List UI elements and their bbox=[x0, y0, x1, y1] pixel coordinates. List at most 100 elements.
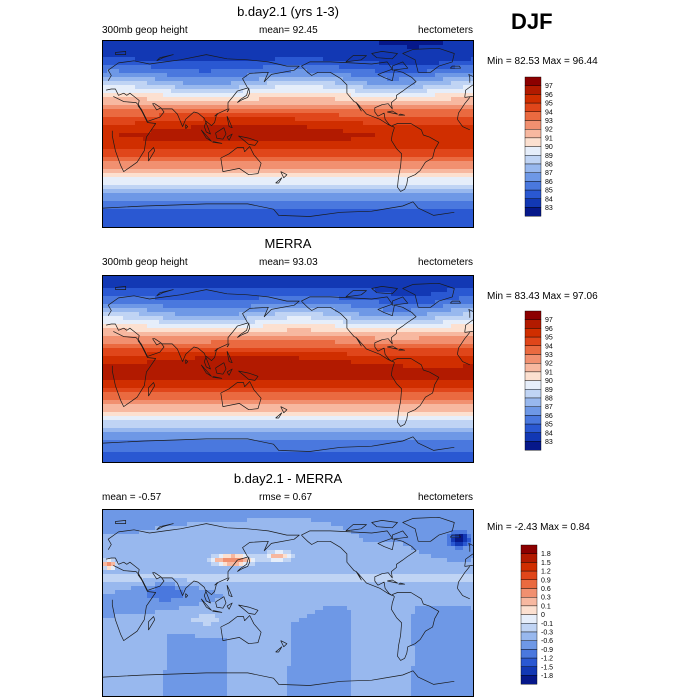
colorbar-swatch bbox=[524, 163, 542, 173]
colorbar-swatch bbox=[520, 544, 538, 554]
colorbar-swatch bbox=[520, 553, 538, 563]
colorbar-tick-label: 0.9 bbox=[541, 577, 551, 584]
colorbar-tick-label: 1.8 bbox=[541, 551, 551, 558]
colorbar-swatch bbox=[524, 189, 542, 199]
coastlines bbox=[103, 516, 473, 686]
colorbar-tick-label: 96 bbox=[545, 92, 553, 99]
colorbar-tick-label: 96 bbox=[545, 326, 553, 333]
colorbar-tick-label: -0.6 bbox=[541, 638, 553, 645]
colorbar-swatch bbox=[520, 614, 538, 624]
colorbar-tick-label: 97 bbox=[545, 317, 553, 324]
panel-diff-units-label: hectometers bbox=[418, 492, 474, 503]
colorbar-tick-label: 87 bbox=[545, 170, 553, 177]
colorbar-swatch bbox=[524, 181, 542, 191]
colorbar-tick-label: -1.5 bbox=[541, 664, 553, 671]
panel-model-title: b.day2.1 (yrs 1-3) bbox=[237, 4, 339, 19]
colorbar-swatch bbox=[524, 389, 542, 399]
colorbar-swatch bbox=[520, 657, 538, 667]
colorbar-tick-label: -0.3 bbox=[541, 630, 553, 637]
panel-model-colorbar: 97 96 95 94 93 92 91 90 89 88 87 86 85 84 83 bbox=[524, 76, 564, 227]
colorbar-tick-label: 95 bbox=[545, 335, 553, 342]
colorbar-tick-label: -1.2 bbox=[541, 656, 553, 663]
field-cells bbox=[103, 276, 473, 462]
panel-obs-mean-label: mean= 93.03 bbox=[259, 257, 318, 268]
colorbar-swatch bbox=[524, 406, 542, 416]
colorbar-tick-label: 94 bbox=[545, 109, 553, 116]
panel-model-units-label: hectometers bbox=[418, 25, 474, 36]
colorbar-tick-label: 83 bbox=[545, 439, 553, 446]
panel-diff-minmax: Min = -2.43 Max = 0.84 bbox=[487, 522, 590, 533]
colorbar-tick-label: 85 bbox=[545, 422, 553, 429]
colorbar-swatch bbox=[524, 319, 542, 329]
colorbar-swatch bbox=[520, 631, 538, 641]
colorbar-swatch bbox=[524, 441, 542, 451]
colorbar-tick-label: 0.3 bbox=[541, 595, 551, 602]
colorbar-tick-label: 92 bbox=[545, 361, 553, 368]
colorbar-swatch bbox=[524, 155, 542, 165]
panel-model-mean-label: mean= 92.45 bbox=[259, 25, 318, 36]
colorbar-swatch bbox=[524, 172, 542, 182]
colorbar-swatch bbox=[524, 380, 542, 390]
colorbar-swatch bbox=[520, 570, 538, 581]
colorbar-tick-label: 86 bbox=[545, 179, 553, 186]
colorbar-tick-label: 93 bbox=[545, 352, 553, 359]
panel-obs-colorbar: 97 96 95 94 93 92 91 90 89 88 87 86 85 84 83 bbox=[524, 310, 564, 461]
colorbar-swatch bbox=[520, 666, 538, 676]
season-label: DJF bbox=[511, 9, 553, 34]
colorbar-tick-label: -0.1 bbox=[541, 621, 553, 628]
colorbar-tick-label: 85 bbox=[545, 188, 553, 195]
colorbar-swatch bbox=[524, 336, 542, 347]
colorbar-tick-label: 1.5 bbox=[541, 560, 551, 567]
colorbar-swatch bbox=[524, 137, 542, 147]
colorbar-swatch bbox=[520, 605, 538, 615]
colorbar-tick-label: 93 bbox=[545, 118, 553, 125]
colorbar-tick-label: 0.6 bbox=[541, 586, 551, 593]
panel-diff-title: b.day2.1 - MERRA bbox=[233, 471, 343, 486]
field-cells bbox=[103, 41, 473, 227]
panel-obs-minmax: Min = 83.43 Max = 97.06 bbox=[487, 291, 598, 302]
colorbar-swatch bbox=[520, 649, 538, 659]
panel-obs-map bbox=[102, 275, 474, 463]
panel-model-minmax: Min = 82.53 Max = 96.44 bbox=[487, 56, 598, 67]
field-cells bbox=[103, 510, 473, 696]
colorbar-swatch bbox=[524, 207, 542, 217]
colorbar-tick-label: 1.2 bbox=[541, 569, 551, 576]
colorbar-tick-label: 97 bbox=[545, 83, 553, 90]
coastlines bbox=[103, 47, 473, 217]
colorbar-swatch bbox=[524, 146, 542, 156]
colorbar-swatch bbox=[524, 129, 542, 139]
colorbar-swatch bbox=[520, 675, 538, 685]
colorbar-tick-label: 0.1 bbox=[541, 603, 551, 610]
colorbar-swatch bbox=[524, 363, 542, 373]
colorbar-swatch bbox=[520, 640, 538, 650]
colorbar-tick-label: 89 bbox=[545, 153, 553, 160]
colorbar-swatch bbox=[520, 562, 538, 572]
colorbar-swatch bbox=[524, 415, 542, 425]
panel-diff-colorbar: 1.8 1.5 1.2 0.9 0.6 0.3 0.1 0 -0.1 -0.3 -0.6 -0.9 -1… bbox=[520, 544, 564, 691]
colorbar-swatch bbox=[524, 310, 542, 320]
colorbar-tick-label: 84 bbox=[545, 430, 553, 437]
panel-obs-title: MERRA bbox=[264, 236, 312, 251]
colorbar-swatch bbox=[524, 76, 542, 86]
colorbar-tick-label: 91 bbox=[545, 369, 553, 376]
colorbar-tick-label: 91 bbox=[545, 135, 553, 142]
colorbar-tick-label: 94 bbox=[545, 343, 553, 350]
colorbar-swatch bbox=[520, 623, 538, 633]
colorbar-tick-label: 88 bbox=[545, 162, 553, 169]
colorbar-swatch bbox=[524, 423, 542, 433]
colorbar-tick-label: 86 bbox=[545, 413, 553, 420]
colorbar-swatch bbox=[524, 397, 542, 407]
colorbar-swatch bbox=[520, 579, 538, 589]
colorbar-tick-label: 88 bbox=[545, 396, 553, 403]
colorbar-swatch bbox=[524, 432, 542, 442]
colorbar-swatch bbox=[524, 371, 542, 381]
colorbar-swatch bbox=[520, 588, 538, 598]
colorbar-swatch bbox=[524, 345, 542, 355]
panel-model-variable-label: 300mb geop height bbox=[102, 25, 188, 36]
colorbar-tick-label: 0 bbox=[541, 612, 545, 619]
colorbar-swatch bbox=[524, 85, 542, 95]
colorbar-tick-label: -0.9 bbox=[541, 647, 553, 654]
colorbar-swatch bbox=[524, 102, 542, 113]
panel-model-map bbox=[102, 40, 474, 228]
colorbar-swatch bbox=[524, 354, 542, 364]
